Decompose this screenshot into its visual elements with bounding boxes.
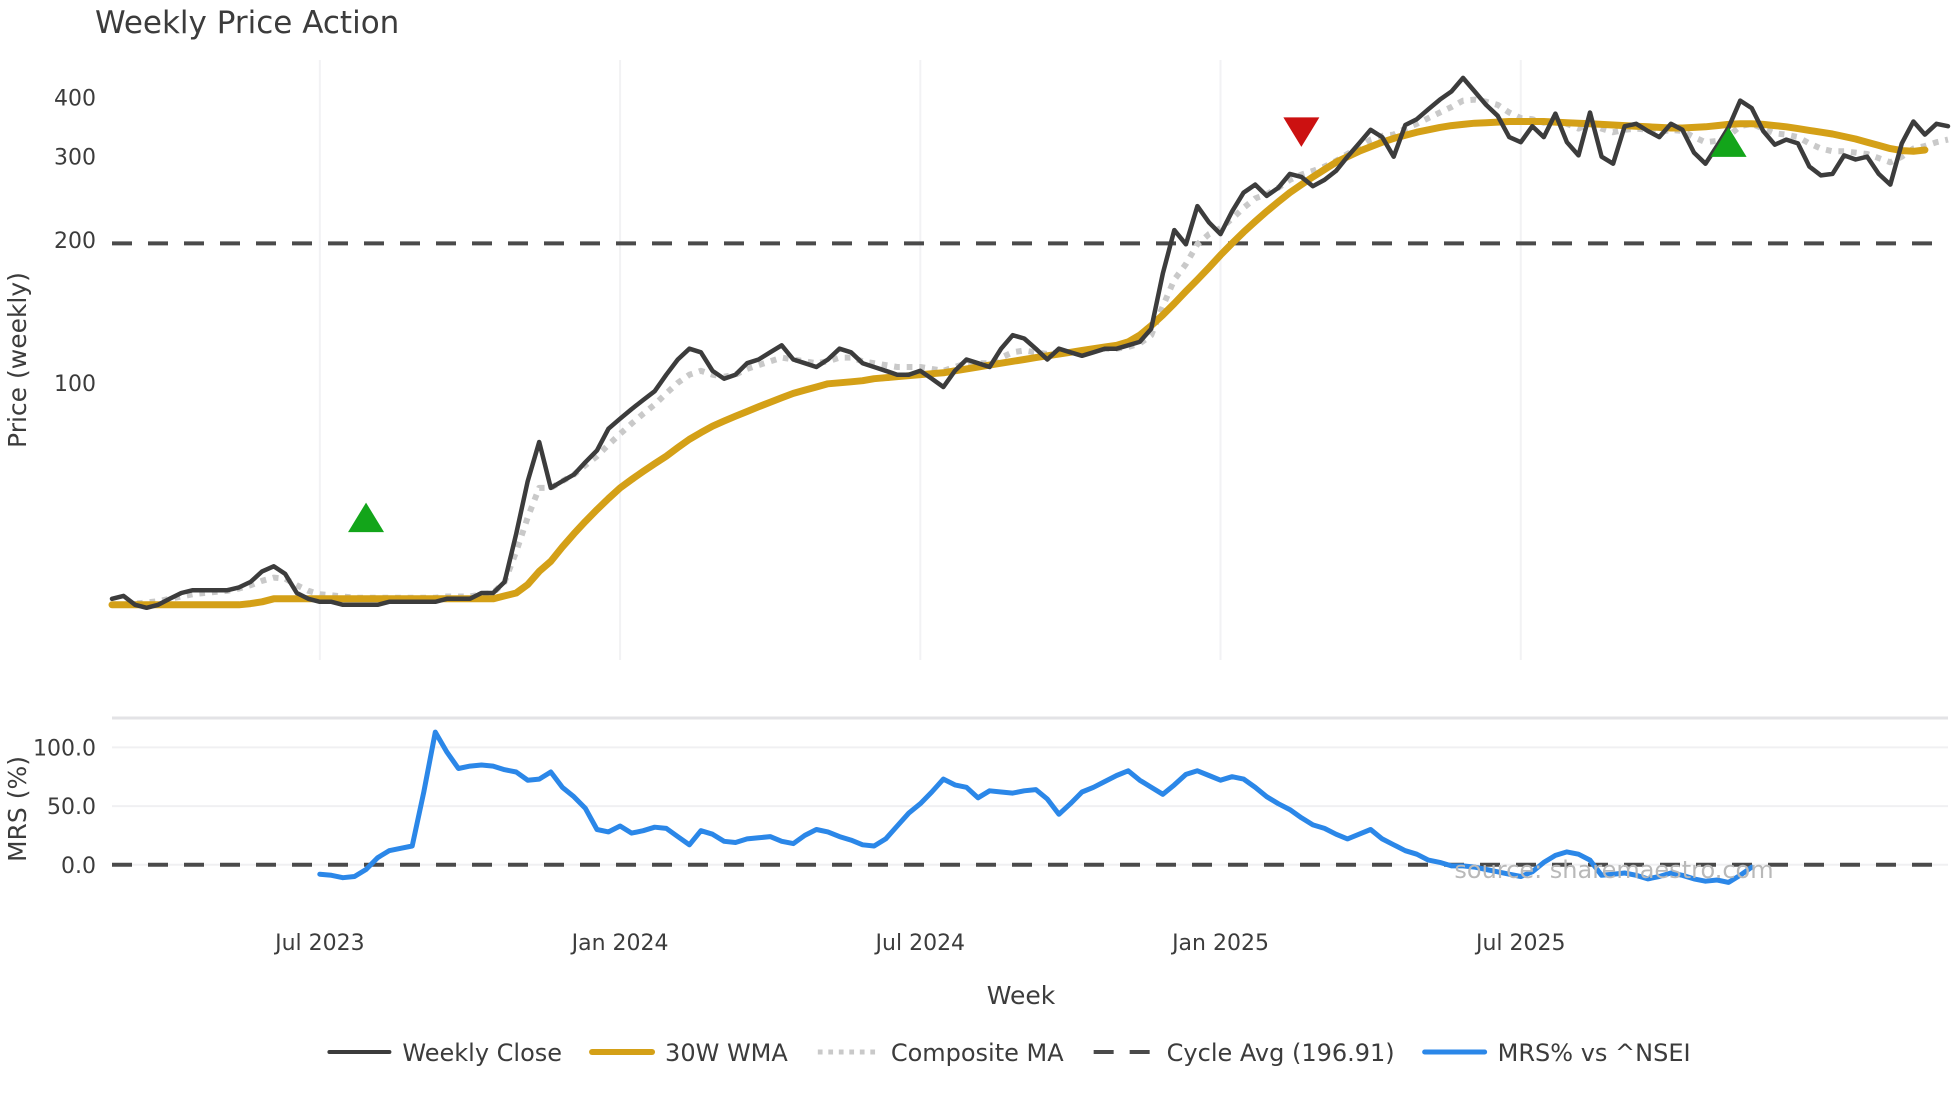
legend-label: MRS% vs ^NSEI (1498, 1039, 1691, 1067)
legend-item-weekly-close[interactable]: Weekly Close (327, 1039, 562, 1067)
legend-label: Composite MA (891, 1039, 1064, 1067)
legend-item-cycle-avg-196-91-[interactable]: Cycle Avg (196.91) (1093, 1039, 1395, 1067)
price-panel: 100 200 300 400 Price (weekly) (3, 60, 1951, 660)
mrs-ytick-label: 0.0 (61, 854, 96, 879)
price-axis-label: Price (weekly) (3, 272, 32, 448)
legend-item-composite-ma[interactable]: Composite MA (817, 1039, 1064, 1067)
source-watermark: source: sharemaestro.com (1454, 856, 1773, 884)
mrs-ytick-label: 50.0 (47, 795, 96, 820)
mrs-ytick-label: 100.0 (33, 736, 96, 761)
legend-label: 30W WMA (665, 1039, 788, 1067)
legend-label: Cycle Avg (196.91) (1167, 1039, 1395, 1067)
page-title: Weekly Price Action (95, 5, 399, 41)
series-mrs-pct-vs-nsei (317, 729, 1755, 885)
price-ytick-label: 200 (54, 229, 96, 254)
sell-marker-icon (1283, 117, 1320, 147)
legend-item-mrs-vs-nsei[interactable]: MRS% vs ^NSEI (1422, 1039, 1691, 1067)
legend-item-30w-wma[interactable]: 30W WMA (589, 1039, 788, 1067)
x-tick-label: Jul 2023 (273, 931, 365, 956)
x-tick-label: Jul 2025 (1474, 931, 1566, 956)
x-axis-label: Week (987, 981, 1056, 1010)
buy-marker-icon (348, 502, 385, 533)
buy-marker-icon (1710, 127, 1747, 157)
mrs-axis-label: MRS (%) (3, 756, 32, 862)
price-ytick-label: 400 (54, 87, 96, 112)
x-tick-label: Jul 2024 (874, 931, 966, 956)
price-ytick-label: 300 (54, 146, 96, 171)
series-weekly-close (109, 75, 1951, 611)
chart-legend: Weekly Close 30W WMA Composite MA Cycle Avg… (327, 1039, 1691, 1067)
price-ytick-label: 100 (54, 372, 96, 397)
x-tick-label: Jan 2025 (1170, 931, 1269, 956)
legend-label: Weekly Close (402, 1039, 562, 1067)
x-tick-label: Jan 2024 (570, 931, 669, 956)
mrs-panel: 0.0 50.0 100.0 Jul 2023 Jan 2024 Jul 2024 Jan … (3, 716, 1948, 1010)
